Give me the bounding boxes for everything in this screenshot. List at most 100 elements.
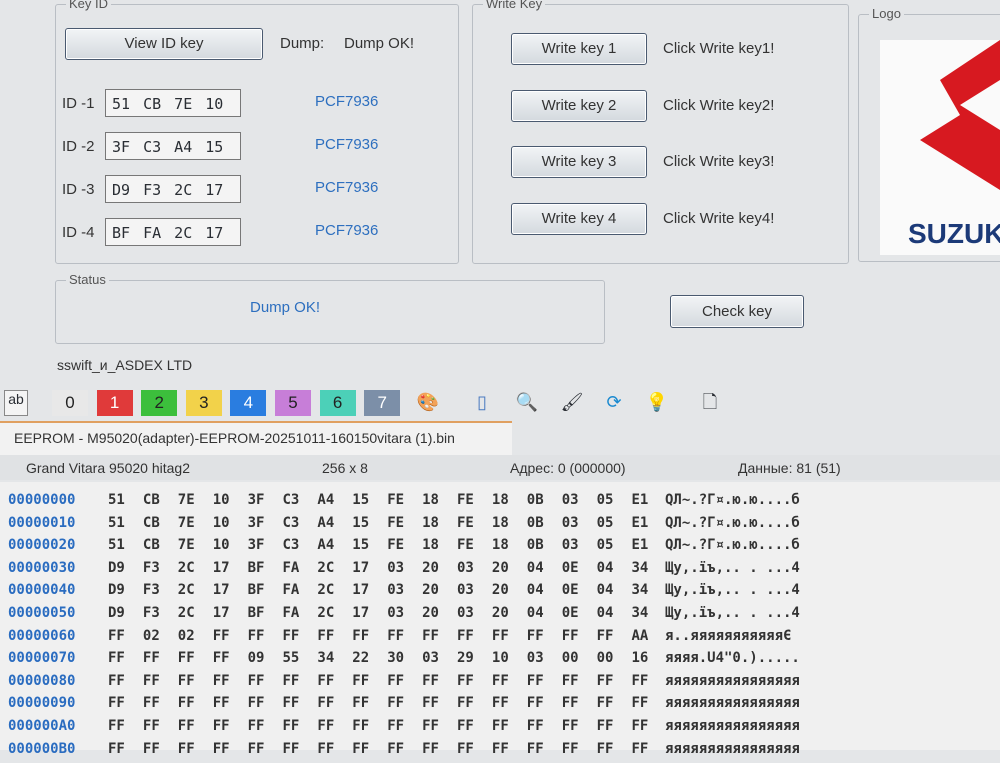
hex-byte[interactable]: 51 (108, 492, 125, 508)
hex-byte[interactable]: F3 (142, 582, 160, 599)
hex-byte[interactable]: FE (387, 514, 405, 531)
hex-byte[interactable]: D9 (108, 559, 125, 576)
hex-byte[interactable]: FF (526, 627, 544, 644)
text-mode-icon[interactable]: ab (4, 390, 28, 416)
hex-byte[interactable]: 03 (561, 514, 579, 531)
hex-byte[interactable]: FF (142, 718, 160, 734)
hex-byte[interactable]: FF (108, 695, 125, 712)
hex-byte[interactable]: 55 (282, 650, 300, 667)
hex-byte[interactable]: 18 (422, 514, 439, 531)
hex-byte[interactable]: 04 (596, 582, 614, 599)
hex-byte[interactable]: FF (177, 718, 195, 734)
color-3-button[interactable]: 3 (185, 390, 222, 416)
bulb-icon[interactable]: 💡 (645, 392, 669, 412)
hex-byte[interactable]: 10 (212, 537, 230, 554)
hex-byte[interactable]: FF (352, 672, 370, 689)
hex-byte[interactable]: FF (526, 695, 544, 712)
hex-byte[interactable]: FF (387, 740, 405, 757)
hex-byte[interactable]: 17 (352, 559, 370, 576)
hex-byte[interactable]: 34 (631, 559, 649, 576)
id-value-field[interactable]: 3F C3 A4 15 (105, 132, 241, 160)
hex-byte[interactable]: FF (317, 672, 335, 689)
hex-byte[interactable]: 2C (317, 582, 335, 599)
hex-byte[interactable]: FF (108, 740, 125, 757)
hex-byte[interactable]: 3F (247, 537, 265, 554)
hex-byte[interactable]: FF (108, 650, 125, 667)
hex-byte[interactable]: FF (422, 672, 439, 689)
hex-byte[interactable]: D9 (108, 605, 125, 621)
hex-byte[interactable]: FF (108, 672, 125, 689)
hex-byte[interactable]: 17 (212, 582, 230, 599)
hex-byte[interactable]: 3F (247, 514, 265, 531)
hex-byte[interactable]: FF (142, 740, 160, 757)
hex-byte[interactable]: FF (422, 695, 439, 712)
hex-byte[interactable]: 18 (491, 537, 509, 554)
hex-byte[interactable]: FF (282, 695, 300, 712)
hex-byte[interactable]: 00 (596, 650, 614, 667)
hex-editor[interactable]: 00000000 51 CB 7E 10 3F C3 A4 15 FE 18 FE 18 0B 03 05 E1… (0, 482, 1000, 757)
hex-byte[interactable]: FF (352, 718, 370, 734)
hex-byte[interactable]: 09 (247, 650, 265, 667)
hex-byte[interactable]: FF (177, 740, 195, 757)
hex-byte[interactable]: 17 (212, 605, 230, 621)
hex-byte[interactable]: F3 (142, 605, 160, 621)
hex-byte[interactable]: FF (561, 627, 579, 644)
hex-byte[interactable]: FF (142, 650, 160, 667)
hex-byte[interactable]: FF (317, 740, 335, 757)
hex-byte[interactable]: E1 (631, 492, 649, 508)
hex-byte[interactable]: FF (352, 740, 370, 757)
hex-byte[interactable]: FF (596, 672, 614, 689)
hex-byte[interactable]: 29 (457, 650, 474, 667)
hex-byte[interactable]: FF (247, 740, 265, 757)
hex-byte[interactable]: 51 (108, 514, 125, 531)
hex-byte[interactable]: FF (247, 672, 265, 689)
hex-byte[interactable]: FF (317, 695, 335, 712)
write-key-3-button[interactable]: Write key 3 (511, 146, 647, 178)
color-0-button[interactable]: 0 (52, 390, 88, 416)
hex-byte[interactable]: 20 (422, 559, 439, 576)
hex-byte[interactable]: FF (491, 695, 509, 712)
hex-byte[interactable]: FE (457, 537, 474, 554)
hex-byte[interactable]: D9 (108, 582, 125, 599)
hex-byte[interactable]: FF (491, 718, 509, 734)
hex-byte[interactable]: FF (526, 672, 544, 689)
hex-byte[interactable]: CB (142, 492, 160, 508)
hex-byte[interactable]: 03 (387, 582, 405, 599)
hex-byte[interactable]: FF (596, 695, 614, 712)
hex-byte[interactable]: 30 (387, 650, 405, 667)
hex-byte[interactable]: A4 (317, 514, 335, 531)
hex-byte[interactable]: 02 (142, 627, 160, 644)
hex-byte[interactable]: 17 (352, 605, 370, 621)
hex-byte[interactable]: FF (457, 695, 474, 712)
hex-byte[interactable]: 10 (212, 514, 230, 531)
hex-byte[interactable]: 2C (317, 559, 335, 576)
hex-byte[interactable]: FF (596, 740, 614, 757)
hex-byte[interactable]: 0B (526, 537, 544, 554)
hex-byte[interactable]: 17 (352, 582, 370, 599)
color-1-button[interactable]: 1 (96, 390, 133, 416)
hex-byte[interactable]: FF (561, 695, 579, 712)
hex-byte[interactable]: 0B (526, 492, 544, 508)
hex-byte[interactable]: A4 (317, 492, 335, 508)
hex-byte[interactable]: FF (457, 740, 474, 757)
color-5-button[interactable]: 5 (275, 390, 311, 416)
hex-byte[interactable]: FF (212, 740, 230, 757)
refresh-icon[interactable]: ⟳ (606, 392, 622, 412)
hex-byte[interactable]: 0E (561, 559, 579, 576)
hex-byte[interactable]: 05 (596, 514, 614, 531)
hex-byte[interactable]: FF (387, 672, 405, 689)
hex-byte[interactable]: 20 (422, 605, 439, 621)
hex-byte[interactable]: FA (282, 582, 300, 599)
hex-byte[interactable]: FF (387, 695, 405, 712)
hex-byte[interactable]: 04 (526, 559, 544, 576)
hex-byte[interactable]: 22 (352, 650, 370, 667)
hex-byte[interactable]: 00 (561, 650, 579, 667)
hex-byte[interactable]: FF (491, 672, 509, 689)
hex-byte[interactable]: FF (247, 718, 265, 734)
hex-byte[interactable]: FF (282, 718, 300, 734)
hex-byte[interactable]: FF (457, 718, 474, 734)
hex-byte[interactable]: FF (352, 695, 370, 712)
hex-byte[interactable]: FF (457, 627, 474, 644)
hex-byte[interactable]: FF (212, 695, 230, 712)
hex-byte[interactable]: FF (142, 672, 160, 689)
